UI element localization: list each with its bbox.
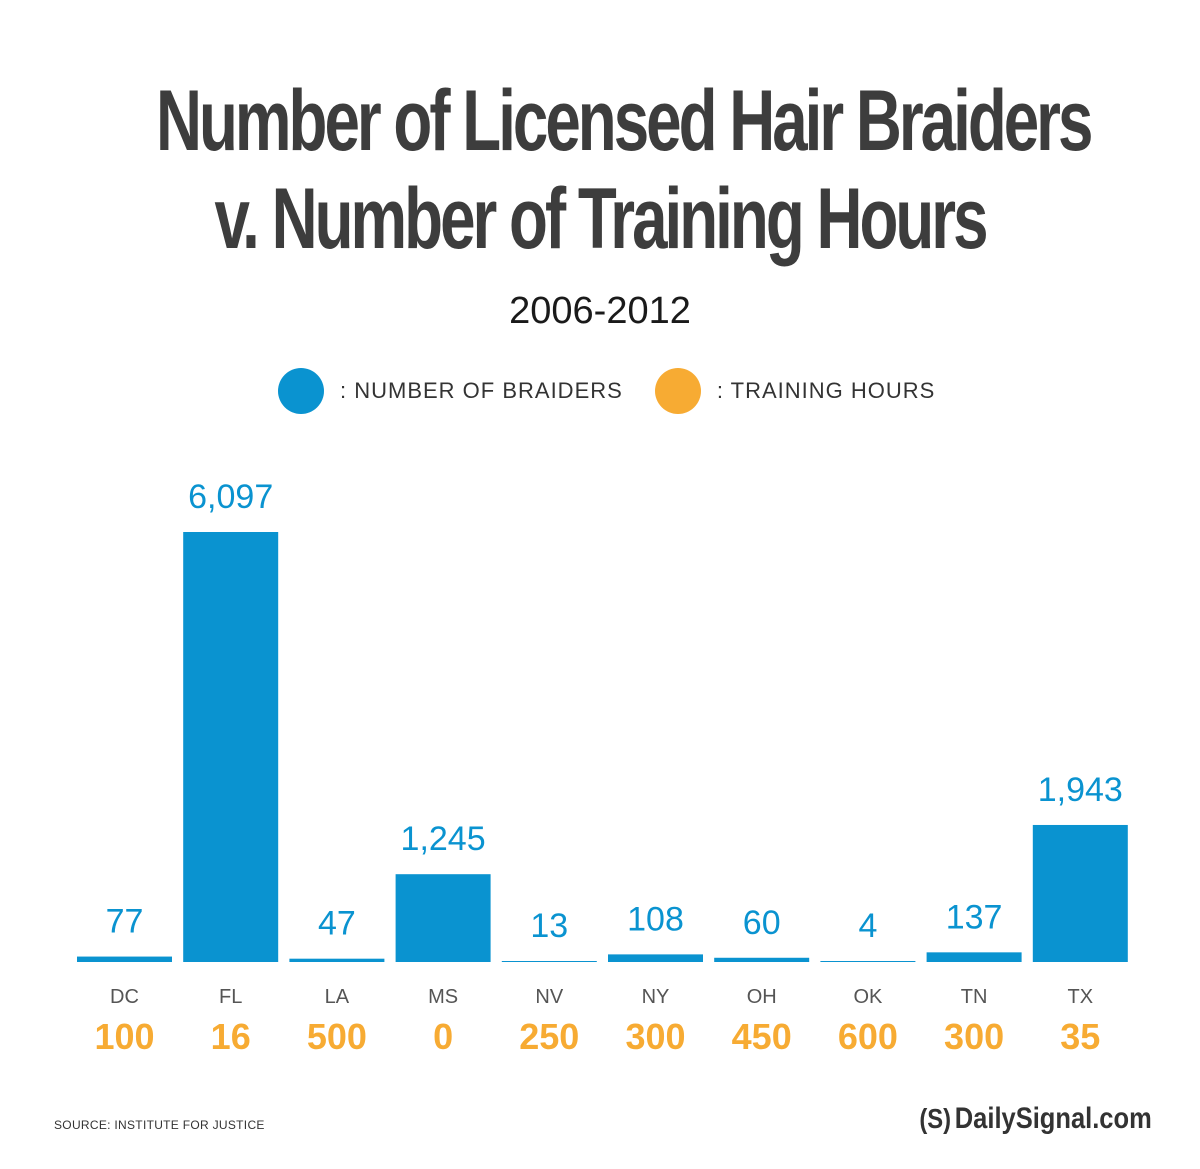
category-label-ny: NY	[642, 986, 670, 1008]
chart-title-line-1: Number of Licensed Hair Braiders	[156, 73, 1093, 169]
category-label-ok: OK	[853, 986, 883, 1008]
bar-braiders-nv	[501, 961, 597, 962]
category-label-fl: FL	[219, 986, 242, 1008]
legend-item-hours: : TRAINING HOURS	[654, 368, 936, 414]
training-hours-label-oh: 450	[732, 1016, 792, 1057]
chart-title-line-2: v. Number of Training Hours	[214, 171, 988, 267]
legend-swatch-hours	[654, 368, 701, 414]
bar-braiders-fl	[183, 532, 279, 962]
bar-value-label-nv: 13	[530, 907, 568, 945]
category-label-la: LA	[325, 986, 350, 1008]
training-hours-label-dc: 100	[94, 1016, 154, 1057]
bar-braiders-ms	[395, 874, 491, 962]
bar-value-label-tx: 1,943	[1038, 771, 1123, 809]
bar-value-label-ny: 108	[627, 900, 684, 938]
legend: : NUMBER OF BRAIDERS : TRAINING HOURS	[278, 368, 935, 414]
chart-title: Number of Licensed Hair Braiders v. Numb…	[156, 72, 1093, 268]
legend-label-braiders: : NUMBER OF BRAIDERS	[340, 378, 623, 403]
bar-braiders-oh	[714, 957, 810, 962]
training-hours-label-ok: 600	[838, 1016, 898, 1057]
bar-value-label-fl: 6,097	[188, 478, 273, 516]
daily-signal-logo-icon: (S)	[919, 1103, 952, 1134]
brand: (S) DailySignal.com	[919, 1102, 1152, 1136]
bar-value-label-tn: 137	[946, 898, 1003, 936]
bar-braiders-ny	[608, 954, 703, 962]
training-hours-label-fl: 16	[211, 1016, 251, 1057]
bar-value-label-oh: 60	[743, 904, 781, 942]
bar-braiders-la	[289, 958, 385, 962]
legend-item-braiders: : NUMBER OF BRAIDERS	[278, 368, 623, 414]
bar-value-label-ok: 4	[858, 907, 877, 945]
training-hours-label-tn: 300	[944, 1016, 1004, 1057]
category-label-oh: OH	[747, 986, 777, 1008]
category-label-ms: MS	[428, 986, 458, 1008]
category-label-dc: DC	[110, 986, 139, 1008]
bar-braiders-ok	[820, 961, 916, 962]
bar-value-label-la: 47	[318, 905, 356, 943]
bar-value-label-dc: 77	[106, 903, 144, 941]
training-hours-label-la: 500	[307, 1016, 367, 1057]
bar-braiders-tx	[1032, 824, 1128, 962]
source-note: SOURCE: INSTITUTE FOR JUSTICE	[54, 1118, 265, 1132]
category-label-tn: TN	[961, 986, 988, 1008]
bar-braiders-dc	[77, 956, 172, 962]
bar-braiders-tn	[926, 952, 1022, 962]
legend-swatch-braiders	[278, 368, 324, 414]
training-hours-label-ny: 300	[625, 1016, 685, 1057]
chart-subtitle: 2006-2012	[509, 290, 691, 332]
category-label-nv: NV	[535, 986, 563, 1008]
training-hours-label-nv: 250	[519, 1016, 579, 1057]
training-hours-label-ms: 0	[433, 1016, 453, 1057]
legend-label-hours: : TRAINING HOURS	[716, 378, 936, 403]
category-label-tx: TX	[1068, 986, 1094, 1008]
training-hours-label-tx: 35	[1060, 1016, 1100, 1057]
bar-value-label-ms: 1,245	[401, 820, 486, 858]
brand-text: DailySignal.com	[955, 1102, 1152, 1135]
